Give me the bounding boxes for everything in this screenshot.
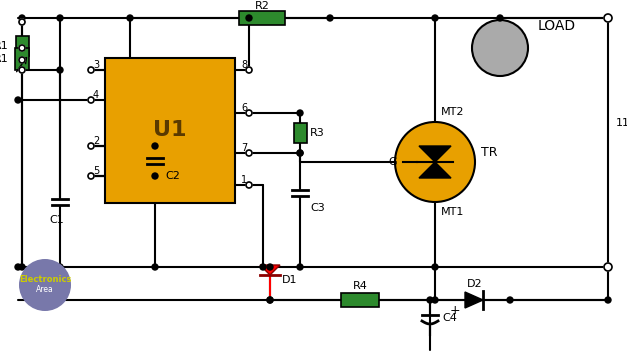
Circle shape — [57, 15, 63, 21]
Text: 4: 4 — [93, 90, 99, 100]
Text: R1: R1 — [0, 41, 9, 51]
Circle shape — [246, 150, 252, 156]
Circle shape — [297, 150, 303, 156]
Text: R2: R2 — [255, 1, 270, 11]
Circle shape — [432, 15, 438, 21]
Circle shape — [19, 67, 25, 73]
Text: U1: U1 — [153, 120, 187, 140]
Circle shape — [604, 263, 612, 271]
Circle shape — [152, 173, 158, 179]
Circle shape — [472, 20, 528, 76]
Polygon shape — [419, 146, 451, 162]
Text: R4: R4 — [352, 281, 367, 291]
Circle shape — [604, 14, 612, 22]
Text: Area: Area — [36, 285, 54, 295]
Circle shape — [246, 15, 252, 21]
Text: Electronics: Electronics — [19, 275, 71, 283]
Text: R1: R1 — [0, 54, 9, 64]
Text: C4: C4 — [442, 313, 457, 323]
Text: MT1: MT1 — [441, 207, 465, 217]
Bar — [15, 48, 29, 70]
Text: 110VAC: 110VAC — [616, 118, 627, 128]
Text: C2: C2 — [165, 171, 180, 181]
Circle shape — [88, 173, 94, 179]
Circle shape — [15, 97, 21, 103]
Circle shape — [432, 264, 438, 270]
Text: C3: C3 — [310, 203, 325, 213]
Text: 2: 2 — [93, 136, 99, 146]
Circle shape — [19, 45, 25, 51]
Text: +: + — [450, 303, 461, 316]
Circle shape — [88, 97, 94, 103]
Text: 8: 8 — [241, 60, 247, 70]
Circle shape — [297, 150, 303, 156]
Circle shape — [497, 15, 503, 21]
Circle shape — [246, 67, 252, 73]
Polygon shape — [260, 265, 280, 275]
Text: 3: 3 — [93, 60, 99, 70]
Bar — [293, 123, 307, 143]
Circle shape — [15, 264, 21, 270]
Circle shape — [246, 110, 252, 116]
Text: 5: 5 — [93, 166, 99, 176]
Text: MT2: MT2 — [441, 107, 465, 117]
Circle shape — [88, 143, 94, 149]
Circle shape — [246, 182, 252, 188]
Circle shape — [267, 297, 273, 303]
Text: D1: D1 — [282, 275, 297, 285]
Text: R3: R3 — [310, 128, 325, 138]
Circle shape — [152, 264, 158, 270]
Circle shape — [127, 15, 133, 21]
Text: C1: C1 — [50, 215, 65, 225]
Text: 1: 1 — [241, 175, 247, 185]
Bar — [341, 293, 379, 307]
Text: LOAD: LOAD — [538, 19, 576, 33]
Circle shape — [19, 264, 25, 270]
Circle shape — [327, 15, 333, 21]
Circle shape — [297, 264, 303, 270]
Circle shape — [267, 264, 273, 270]
Polygon shape — [419, 162, 451, 178]
Circle shape — [57, 67, 63, 73]
Bar — [105, 58, 235, 203]
Circle shape — [260, 264, 266, 270]
Text: D2: D2 — [467, 279, 483, 289]
Circle shape — [427, 297, 433, 303]
Circle shape — [507, 297, 513, 303]
Circle shape — [297, 110, 303, 116]
Circle shape — [605, 297, 611, 303]
Circle shape — [57, 264, 63, 270]
Circle shape — [19, 15, 25, 21]
Circle shape — [19, 57, 25, 63]
Polygon shape — [465, 292, 483, 308]
Text: G: G — [388, 157, 397, 167]
Text: 7: 7 — [241, 143, 247, 153]
Circle shape — [19, 19, 25, 25]
Bar — [239, 11, 285, 25]
Text: 6: 6 — [241, 103, 247, 113]
Circle shape — [152, 143, 158, 149]
Circle shape — [88, 67, 94, 73]
Circle shape — [395, 122, 475, 202]
Text: TR: TR — [481, 145, 497, 158]
Circle shape — [19, 259, 71, 311]
Circle shape — [432, 297, 438, 303]
Circle shape — [267, 297, 273, 303]
Bar — [16, 36, 28, 56]
